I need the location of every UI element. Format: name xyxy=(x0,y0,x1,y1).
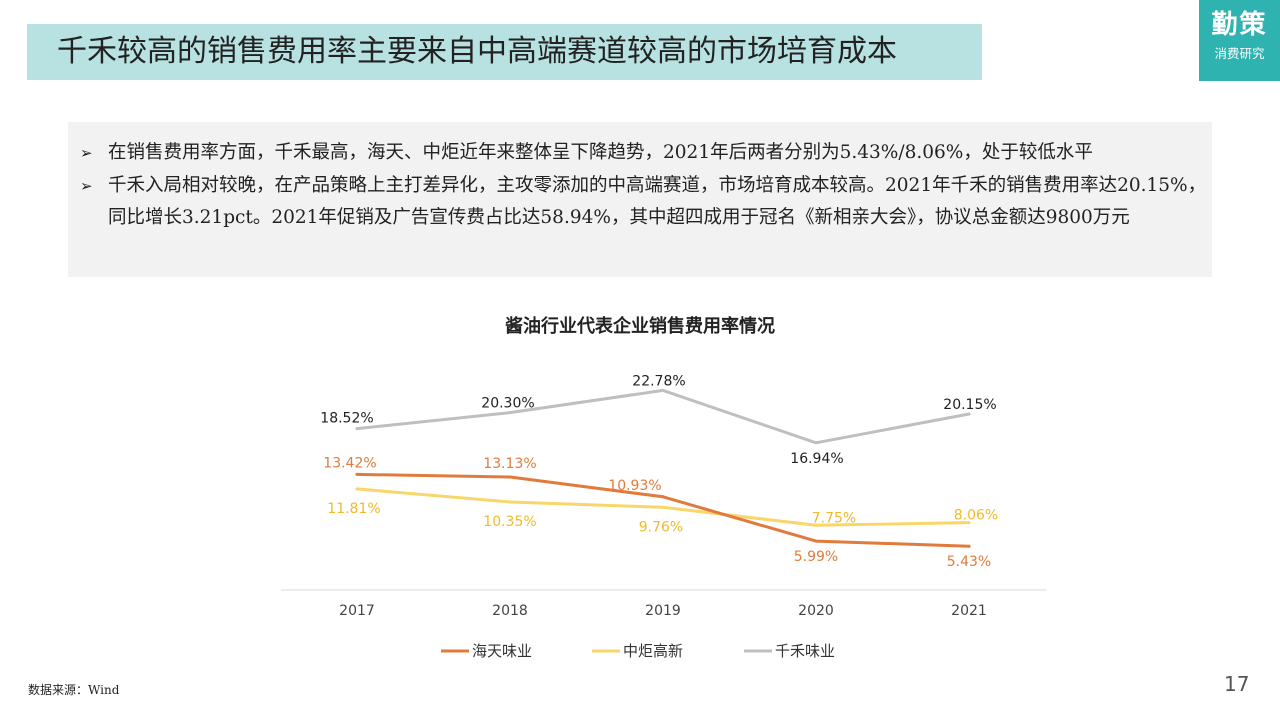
brand-logo: 勤策 消费研究 xyxy=(1199,0,1280,81)
data-point xyxy=(967,521,971,525)
bullet-item: ➢ 在销售费用率方面，千禾最高，海天、中炬近年来整体呈下降趋势，2021年后两者… xyxy=(80,137,1210,169)
data-point xyxy=(814,441,818,445)
series-line-海天味业 xyxy=(355,472,971,548)
source-note: 数据来源：Wind xyxy=(28,683,120,697)
data-point xyxy=(355,472,359,476)
legend-label: 海天味业 xyxy=(472,642,532,660)
data-label: 5.43% xyxy=(947,554,991,570)
x-tick-label: 2017 xyxy=(339,603,375,619)
page-title: 千禾较高的销售费用率主要来自中高端赛道较高的市场培育成本 xyxy=(57,34,897,69)
data-point xyxy=(814,539,818,543)
data-point xyxy=(967,544,971,548)
data-label: 13.13% xyxy=(483,456,536,472)
data-point xyxy=(661,388,665,392)
data-label: 5.99% xyxy=(794,549,838,565)
data-label: 11.81% xyxy=(327,501,380,517)
data-label: 7.75% xyxy=(812,510,856,526)
series-line-千禾味业 xyxy=(355,388,971,445)
data-label: 22.78% xyxy=(632,373,685,389)
data-point xyxy=(661,495,665,499)
data-label: 8.06% xyxy=(954,508,998,524)
logo-sub-text: 消费研究 xyxy=(1214,46,1265,61)
data-point xyxy=(355,487,359,491)
data-label: 9.76% xyxy=(639,519,683,535)
data-label: 20.30% xyxy=(481,396,534,412)
page-number: 17 xyxy=(1224,672,1250,696)
bullet-item: ➢ 千禾入局相对较晚，在产品策略上主打差异化，主攻零添加的中高端赛道，市场培育成… xyxy=(80,170,1210,234)
bullet-text: 在销售费用率方面，千禾最高，海天、中炬近年来整体呈下降趋势，2021年后两者分别… xyxy=(108,142,1093,163)
data-label: 20.15% xyxy=(943,397,996,413)
data-label: 18.52% xyxy=(320,411,373,427)
legend-label: 千禾味业 xyxy=(775,642,835,660)
logo-main-text: 勤策 xyxy=(1211,10,1268,40)
notes-box: ➢ 在销售费用率方面，千禾最高，海天、中炬近年来整体呈下降趋势，2021年后两者… xyxy=(68,122,1212,277)
data-label: 10.35% xyxy=(483,514,536,530)
data-point xyxy=(661,505,665,509)
data-label: 16.94% xyxy=(790,451,843,467)
data-point xyxy=(508,475,512,479)
x-tick-label: 2018 xyxy=(492,603,528,619)
data-label: 10.93% xyxy=(608,478,661,494)
bullet-arrow-icon: ➢ xyxy=(80,177,93,195)
data-point xyxy=(814,523,818,527)
data-point xyxy=(967,412,971,416)
data-point xyxy=(508,411,512,415)
title-banner: 千禾较高的销售费用率主要来自中高端赛道较高的市场培育成本 xyxy=(27,24,982,80)
legend-label: 中炬高新 xyxy=(623,642,683,660)
x-tick-label: 2020 xyxy=(798,603,834,619)
bullet-arrow-icon: ➢ xyxy=(80,144,93,162)
x-tick-label: 2019 xyxy=(645,603,681,619)
bullet-text: 千禾入局相对较晚，在产品策略上主打差异化，主攻零添加的中高端赛道，市场培育成本较… xyxy=(108,175,1207,228)
data-label: 13.42% xyxy=(323,455,376,471)
data-point xyxy=(508,500,512,504)
data-point xyxy=(355,427,359,431)
chart-title: 酱油行业代表企业销售费用率情况 xyxy=(505,316,775,337)
x-tick-label: 2021 xyxy=(951,603,987,619)
